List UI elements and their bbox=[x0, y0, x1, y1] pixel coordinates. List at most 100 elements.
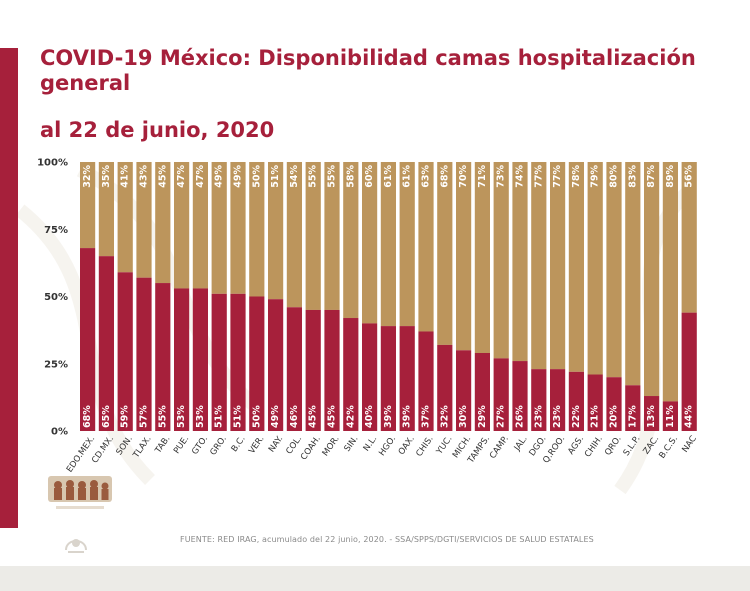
bar-occupied bbox=[456, 350, 472, 431]
y-tick-label: 100% bbox=[37, 158, 68, 169]
bar-available bbox=[399, 162, 415, 327]
bar-occupied bbox=[117, 272, 133, 431]
data-label-available: 77% bbox=[533, 165, 544, 188]
bar-occupied bbox=[606, 377, 622, 431]
y-tick-label: 25% bbox=[44, 359, 68, 370]
data-label-available: 55% bbox=[327, 165, 338, 188]
data-label-available: 71% bbox=[477, 165, 488, 188]
data-label-available: 70% bbox=[458, 165, 469, 188]
bar-occupied bbox=[380, 326, 396, 431]
x-tick-label: TLAX. bbox=[131, 434, 154, 461]
x-tick-label: NAY. bbox=[267, 434, 285, 454]
bar-available bbox=[418, 162, 434, 332]
bar-available bbox=[230, 162, 246, 294]
data-label-available: 50% bbox=[251, 165, 262, 188]
data-label-occupied: 37% bbox=[421, 405, 432, 428]
bar-occupied bbox=[644, 396, 660, 431]
source-note: FUENTE: RED IRAG, acumulado del 22 junio… bbox=[180, 535, 594, 544]
x-tick-label: JAL. bbox=[512, 434, 530, 453]
x-tick-label: CAMP. bbox=[488, 434, 511, 461]
page-subtitle: al 22 de junio, 2020 bbox=[40, 118, 275, 142]
bar-occupied bbox=[98, 256, 114, 431]
data-label-occupied: 40% bbox=[364, 405, 375, 428]
bar-occupied bbox=[587, 374, 603, 431]
bar-occupied bbox=[568, 371, 584, 431]
bar-available bbox=[343, 162, 359, 319]
data-label-available: 68% bbox=[439, 165, 450, 188]
bar-available bbox=[568, 162, 584, 372]
data-label-occupied: 23% bbox=[552, 405, 563, 428]
data-label-occupied: 45% bbox=[327, 405, 338, 428]
bar-available bbox=[550, 162, 566, 370]
data-label-available: 55% bbox=[308, 165, 319, 188]
bar-available bbox=[286, 162, 302, 308]
y-tick-label: 50% bbox=[44, 292, 68, 303]
data-label-occupied: 53% bbox=[195, 405, 206, 428]
data-label-available: 79% bbox=[590, 165, 601, 188]
bar-occupied bbox=[531, 369, 547, 431]
data-label-occupied: 23% bbox=[533, 405, 544, 428]
data-label-available: 41% bbox=[120, 165, 131, 188]
x-tick-label: TAB. bbox=[153, 434, 173, 456]
bar-available bbox=[136, 162, 152, 278]
x-tick-label: COAH. bbox=[299, 434, 323, 462]
bar-occupied bbox=[136, 277, 152, 431]
bar-occupied bbox=[550, 369, 566, 431]
page-title: COVID-19 México: Disponibilidad camas ho… bbox=[40, 46, 696, 95]
x-tick-label: GTO. bbox=[190, 434, 210, 457]
bar-occupied bbox=[286, 307, 302, 431]
bar-available bbox=[662, 162, 678, 402]
data-label-occupied: 20% bbox=[609, 405, 620, 428]
bar-occupied bbox=[80, 248, 96, 431]
bar-available bbox=[625, 162, 641, 386]
data-label-occupied: 65% bbox=[101, 405, 112, 428]
bar-available bbox=[512, 162, 528, 362]
bar-occupied bbox=[493, 358, 509, 431]
bar-occupied bbox=[399, 326, 415, 431]
x-tick-label: S.L.P. bbox=[622, 434, 643, 458]
bar-available bbox=[474, 162, 490, 353]
data-label-occupied: 32% bbox=[439, 405, 450, 428]
x-tick-label: B.C. bbox=[230, 434, 248, 454]
x-tick-label: GRO. bbox=[208, 434, 229, 457]
data-label-occupied: 59% bbox=[120, 405, 131, 428]
bar-occupied bbox=[362, 323, 378, 431]
data-label-occupied: 51% bbox=[214, 405, 225, 428]
data-label-available: 74% bbox=[515, 165, 526, 188]
bar-available bbox=[117, 162, 133, 273]
bar-occupied bbox=[343, 318, 359, 431]
bar-occupied bbox=[324, 309, 340, 431]
data-label-occupied: 44% bbox=[684, 405, 695, 428]
data-label-occupied: 51% bbox=[233, 405, 244, 428]
data-label-available: 49% bbox=[214, 165, 225, 188]
bar-occupied bbox=[437, 344, 453, 431]
data-label-available: 80% bbox=[609, 165, 620, 188]
x-tick-label: CHIS. bbox=[414, 434, 435, 459]
data-label-available: 56% bbox=[684, 165, 695, 188]
bottom-strip bbox=[0, 566, 750, 591]
data-label-available: 61% bbox=[383, 165, 394, 188]
bar-available bbox=[531, 162, 547, 370]
data-label-available: 47% bbox=[176, 165, 187, 188]
bar-available bbox=[437, 162, 453, 345]
data-label-available: 73% bbox=[496, 165, 507, 188]
data-label-occupied: 21% bbox=[590, 405, 601, 428]
bar-available bbox=[155, 162, 171, 284]
bar-occupied bbox=[474, 352, 490, 431]
data-label-available: 87% bbox=[646, 165, 657, 188]
data-label-available: 49% bbox=[233, 165, 244, 188]
data-label-available: 45% bbox=[157, 165, 168, 188]
x-tick-label: NAC bbox=[680, 434, 699, 454]
data-label-occupied: 27% bbox=[496, 405, 507, 428]
bar-available bbox=[174, 162, 190, 289]
bar-available bbox=[98, 162, 114, 257]
data-label-occupied: 49% bbox=[270, 405, 281, 428]
x-tick-label: SIN. bbox=[343, 434, 361, 454]
x-tick-label: EDO.MEX. bbox=[65, 434, 97, 474]
x-tick-label: QRO. bbox=[603, 434, 624, 457]
data-label-occupied: 30% bbox=[458, 405, 469, 428]
bar-available bbox=[456, 162, 472, 351]
y-tick-label: 75% bbox=[44, 225, 68, 236]
bar-occupied bbox=[249, 296, 265, 431]
data-label-occupied: 29% bbox=[477, 405, 488, 428]
